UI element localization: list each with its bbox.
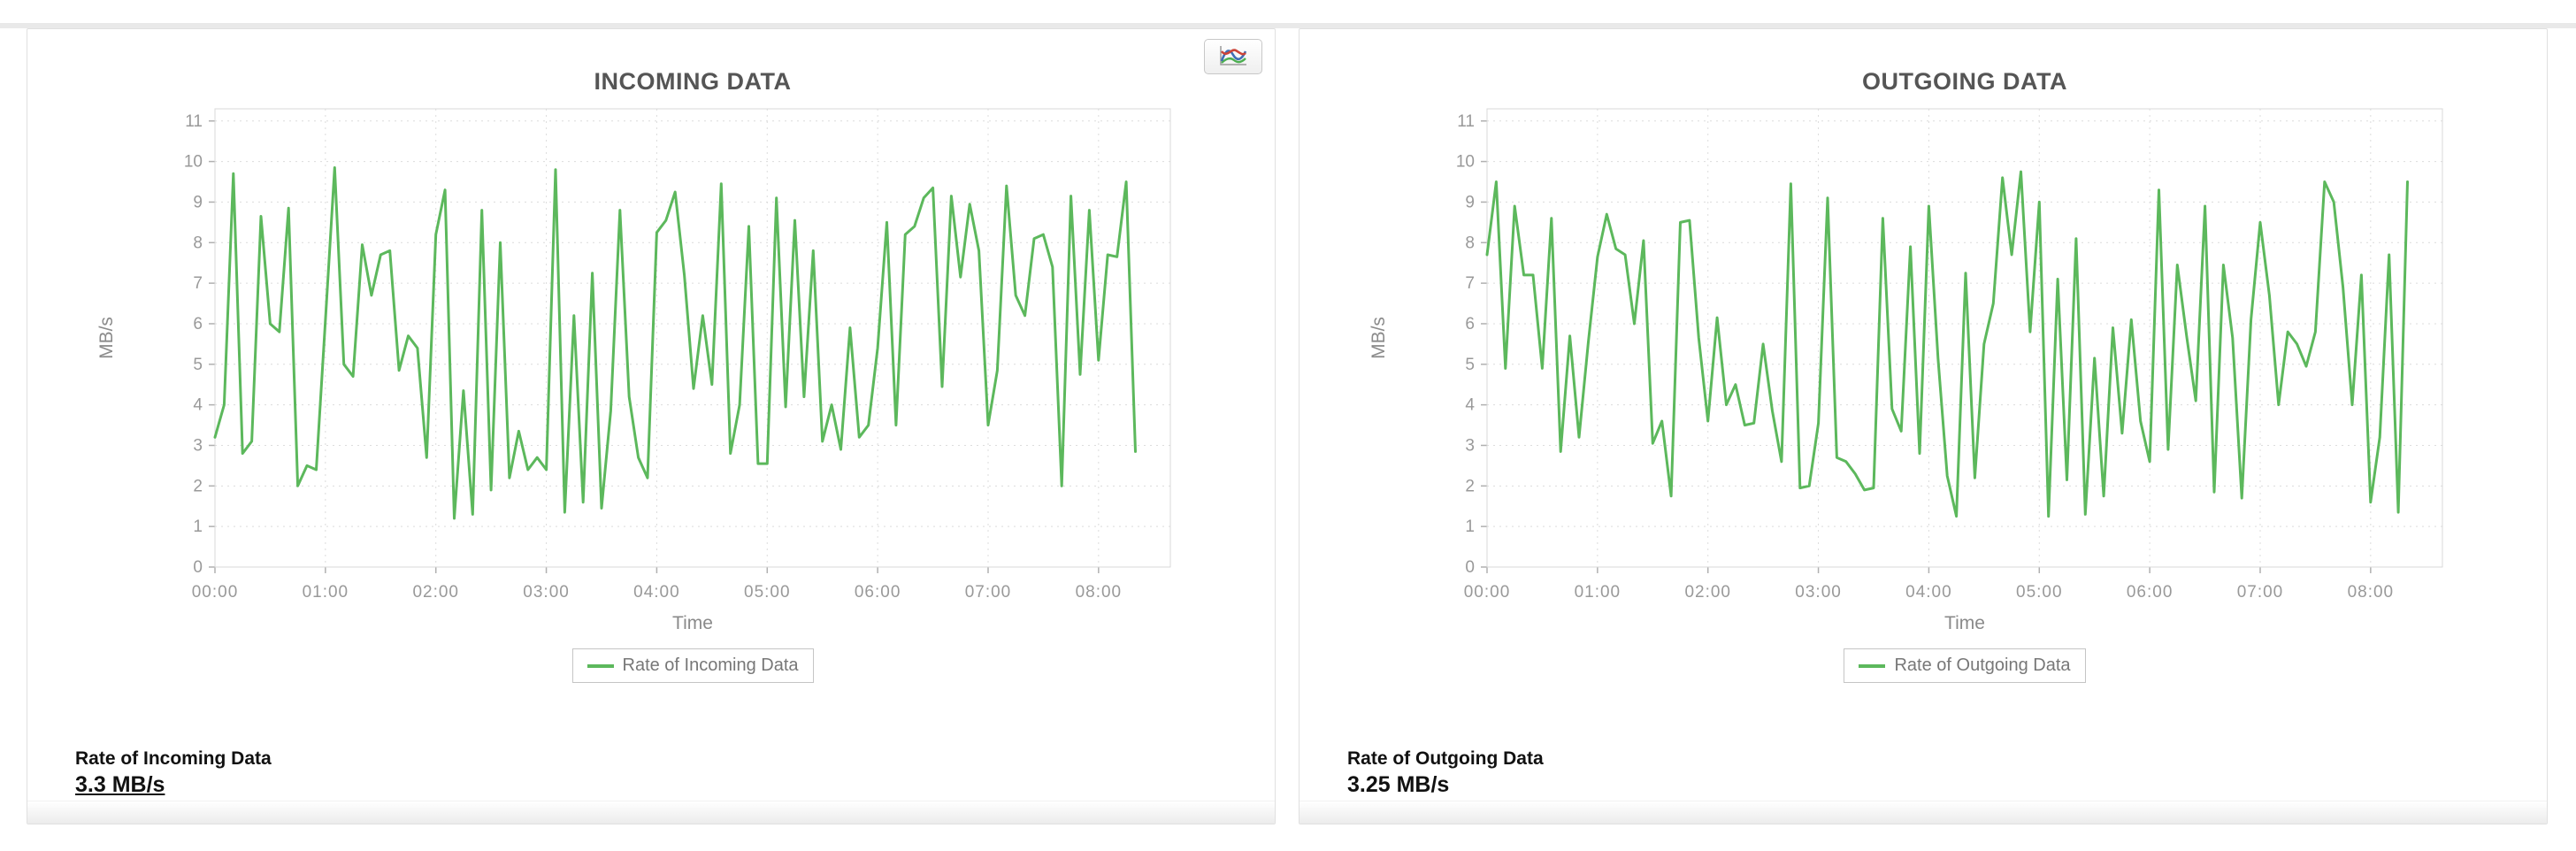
svg-text:11: 11 xyxy=(185,112,203,131)
svg-text:11: 11 xyxy=(1457,112,1475,131)
outgoing-legend-wrap: Rate of Outgoing Data xyxy=(1487,648,2442,683)
incoming-summary: Rate of Incoming Data 3.3 MB/s xyxy=(75,746,272,798)
legend-label: Rate of Incoming Data xyxy=(622,656,799,675)
svg-text:10: 10 xyxy=(184,153,203,172)
panel-footer xyxy=(1300,801,2547,824)
svg-text:2: 2 xyxy=(1465,477,1475,495)
svg-text:10: 10 xyxy=(1456,153,1475,172)
svg-text:8: 8 xyxy=(1465,234,1475,252)
incoming-chart-canvas: 0 1 2 3 4 5 6 7 8 9 10 11 00:00 01:00 02:00 03:00 04:00 0… xyxy=(96,108,1171,633)
line-chart-icon xyxy=(1216,43,1250,71)
panel-footer xyxy=(27,801,1275,824)
legend-item-incoming[interactable]: Rate of Incoming Data xyxy=(571,648,814,683)
summary-label: Rate of Outgoing Data xyxy=(1347,748,1544,769)
svg-text:06:00: 06:00 xyxy=(855,583,901,602)
svg-text:00:00: 00:00 xyxy=(1464,583,1511,602)
outgoing-data-panel: OUTGOING DATA 0 1 2 3 4 5 6 7 8 9 10 11 00:00 01:00 02… xyxy=(1299,28,2548,824)
svg-text:MB/s: MB/s xyxy=(96,317,117,359)
svg-text:05:00: 05:00 xyxy=(2016,583,2063,602)
svg-text:7: 7 xyxy=(1465,274,1475,293)
summary-label: Rate of Incoming Data xyxy=(75,748,272,769)
svg-text:01:00: 01:00 xyxy=(1575,583,1622,602)
svg-text:9: 9 xyxy=(193,193,203,211)
svg-text:1: 1 xyxy=(193,518,203,536)
svg-text:00:00: 00:00 xyxy=(192,583,239,602)
outgoing-summary: Rate of Outgoing Data 3.25 MB/s xyxy=(1347,746,1544,798)
svg-text:08:00: 08:00 xyxy=(2348,583,2395,602)
svg-text:02:00: 02:00 xyxy=(412,583,459,602)
legend-label: Rate of Outgoing Data xyxy=(1894,656,2071,675)
svg-text:2: 2 xyxy=(193,477,203,495)
svg-text:03:00: 03:00 xyxy=(523,583,570,602)
svg-text:3: 3 xyxy=(1465,436,1475,455)
page-title: INCOMING DATA xyxy=(594,68,792,95)
svg-text:07:00: 07:00 xyxy=(965,583,1012,602)
summary-value-link[interactable]: 3.25 MB/s xyxy=(1347,772,1450,798)
svg-text:04:00: 04:00 xyxy=(1905,583,1952,602)
svg-text:3: 3 xyxy=(193,436,203,455)
svg-text:05:00: 05:00 xyxy=(744,583,791,602)
svg-text:07:00: 07:00 xyxy=(2237,583,2284,602)
svg-text:7: 7 xyxy=(193,274,203,293)
svg-text:Time: Time xyxy=(1944,613,1985,633)
page-top-strip xyxy=(0,23,2576,28)
svg-text:4: 4 xyxy=(193,396,203,415)
svg-text:0: 0 xyxy=(193,558,203,577)
svg-text:01:00: 01:00 xyxy=(303,583,349,602)
outgoing-chart-canvas: 0 1 2 3 4 5 6 7 8 9 10 11 00:00 01:00 02:00 03:00 04:00 0… xyxy=(1368,108,2443,633)
svg-text:04:00: 04:00 xyxy=(633,583,680,602)
incoming-data-panel: INCOMING DATA 0 1 2 3 4 5 6 7 8 9 10 11 00:00 01:00 02… xyxy=(27,28,1276,824)
legend-line-swatch-icon xyxy=(586,663,614,668)
svg-text:9: 9 xyxy=(1465,193,1475,211)
summary-value-link[interactable]: 3.3 MB/s xyxy=(75,772,165,798)
svg-text:Time: Time xyxy=(672,613,713,633)
svg-text:0: 0 xyxy=(1465,558,1475,577)
svg-text:5: 5 xyxy=(1465,356,1475,374)
svg-text:06:00: 06:00 xyxy=(2127,583,2174,602)
legend-line-swatch-icon xyxy=(1859,663,1886,668)
legend-item-outgoing[interactable]: Rate of Outgoing Data xyxy=(1844,648,2086,683)
chart-type-button[interactable] xyxy=(1204,39,1262,74)
incoming-legend-wrap: Rate of Incoming Data xyxy=(215,648,1170,683)
svg-text:8: 8 xyxy=(193,234,203,252)
svg-text:03:00: 03:00 xyxy=(1795,583,1842,602)
svg-text:08:00: 08:00 xyxy=(1076,583,1123,602)
svg-text:6: 6 xyxy=(193,315,203,334)
svg-text:MB/s: MB/s xyxy=(1368,317,1389,359)
svg-text:4: 4 xyxy=(1465,396,1475,415)
page-title: OUTGOING DATA xyxy=(1862,68,2067,95)
svg-text:02:00: 02:00 xyxy=(1684,583,1731,602)
svg-text:6: 6 xyxy=(1465,315,1475,334)
svg-text:5: 5 xyxy=(193,356,203,374)
svg-text:1: 1 xyxy=(1465,518,1475,536)
